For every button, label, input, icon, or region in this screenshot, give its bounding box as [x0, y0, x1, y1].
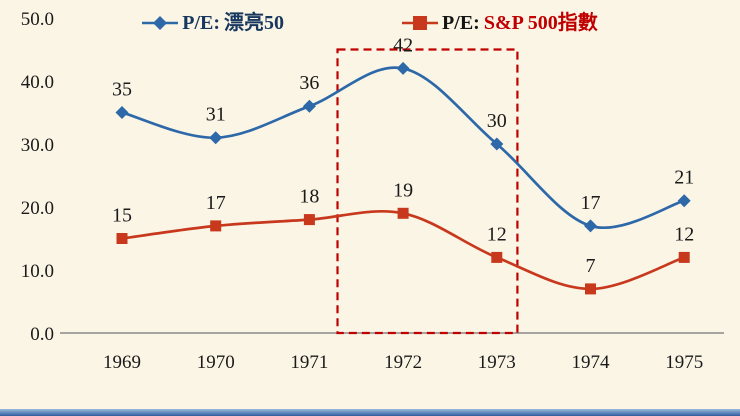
x-tick-label: 1975 — [665, 352, 703, 373]
data-point-marker-diamond — [490, 137, 504, 151]
x-tick-label: 1973 — [478, 352, 516, 373]
y-tick-label: 20.0 — [21, 198, 54, 219]
legend-label-prefix: P/E: — [182, 12, 221, 34]
legend-item-sp500: P/E: S&P 500指數 — [402, 12, 598, 34]
y-tick-label: 40.0 — [21, 72, 54, 93]
data-label: 12 — [674, 223, 694, 245]
highlight-rect — [336, 48, 519, 335]
data-point-marker-square — [678, 251, 690, 263]
data-label: 21 — [674, 167, 694, 189]
data-label: 30 — [487, 110, 507, 132]
y-tick-label: 0.0 — [30, 324, 54, 345]
x-tick-label: 1971 — [290, 352, 328, 373]
data-point-marker-diamond — [115, 106, 129, 119]
data-point-marker-square — [397, 207, 409, 219]
data-point-marker-square — [210, 220, 222, 232]
legend-label-name: S&P 500指數 — [483, 12, 598, 34]
y-tick-label: 50.0 — [21, 9, 54, 30]
data-label: 7 — [586, 255, 596, 277]
x-tick-label: 1974 — [572, 352, 611, 373]
data-label: 31 — [206, 104, 226, 126]
diamond-marker-icon — [142, 16, 179, 30]
data-label: 36 — [299, 72, 319, 94]
x-tick-label: 1970 — [197, 352, 235, 373]
series-line-1 — [120, 209, 686, 291]
data-point-marker-diamond — [677, 194, 691, 208]
x-tick-label: 1969 — [103, 352, 141, 373]
y-tick-label: 10.0 — [21, 261, 54, 282]
data-label: 15 — [112, 205, 132, 227]
y-tick-label: 30.0 — [21, 135, 54, 156]
legend-label-name: 漂亮50 — [224, 12, 285, 34]
bottom-accent-bar — [0, 409, 740, 416]
data-label: 35 — [112, 79, 132, 101]
data-label: 18 — [299, 186, 319, 208]
data-label: 17 — [581, 192, 601, 214]
data-point-marker-square — [585, 283, 596, 295]
data-label: 42 — [393, 34, 413, 56]
legend-label-prefix: P/E: — [442, 12, 480, 34]
data-point-marker-square — [491, 251, 503, 263]
data-point-marker-diamond — [209, 131, 223, 145]
data-point-marker-diamond — [302, 99, 316, 113]
data-point-marker-diamond — [396, 61, 410, 75]
chart-legend: P/E: 漂亮50 P/E: S&P 500指數 — [0, 12, 740, 34]
data-label: 12 — [487, 223, 507, 245]
data-point-marker-diamond — [584, 219, 597, 233]
data-label: 19 — [393, 179, 413, 201]
data-point-marker-square — [116, 233, 128, 244]
x-tick-label: 1972 — [384, 352, 422, 373]
legend-item-nifty50: P/E: 漂亮50 — [142, 12, 284, 34]
data-label: 17 — [206, 192, 226, 214]
square-marker-icon — [402, 16, 439, 30]
data-point-marker-square — [303, 214, 315, 226]
